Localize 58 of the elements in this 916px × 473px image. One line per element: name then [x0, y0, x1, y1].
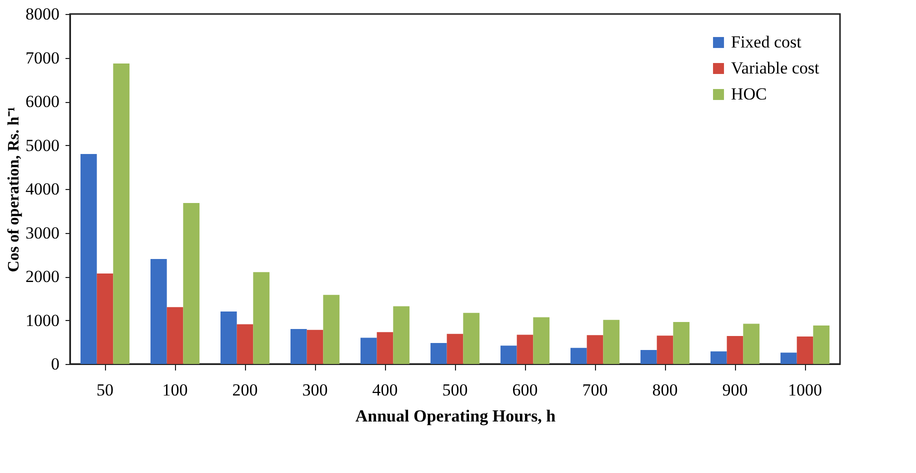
bar: [430, 343, 447, 364]
bar: [500, 346, 517, 364]
bar: [96, 273, 114, 364]
bar: [710, 351, 727, 364]
bar: [586, 335, 604, 364]
x-tick-label: 900: [722, 380, 748, 400]
bar: [726, 336, 744, 364]
legend-label: HOC: [731, 84, 767, 104]
bar: [393, 306, 410, 364]
x-tick-label: 500: [442, 380, 468, 400]
bar: [80, 154, 97, 364]
bar: [306, 330, 324, 364]
bar: [220, 312, 237, 364]
y-tick-label: 8000: [26, 4, 60, 24]
y-tick-label: 3000: [26, 223, 60, 242]
bar: [640, 350, 657, 364]
bar: [183, 203, 200, 364]
y-tick-label: 0: [51, 354, 60, 374]
x-tick-label: 200: [232, 380, 258, 400]
bar: [236, 324, 254, 364]
y-tick-label: 4000: [26, 180, 60, 198]
x-axis-title: Annual Operating Hours, h: [355, 406, 556, 426]
x-tick-label: 1000: [788, 380, 822, 400]
x-tick-label: 50: [96, 380, 114, 400]
bar: [813, 326, 830, 364]
bar: [150, 259, 167, 364]
bar: [290, 329, 307, 364]
bar: [113, 63, 130, 364]
x-tick-label: 300: [302, 380, 328, 400]
bar: [603, 320, 620, 364]
legend-label: Variable cost: [731, 58, 820, 78]
x-tick-label: 700: [582, 380, 608, 400]
y-tick-label: 6000: [26, 92, 60, 111]
y-tick-label: 2000: [26, 267, 60, 286]
bar: [446, 334, 464, 364]
y-tick-label: 1000: [26, 310, 60, 330]
y-tick-label: 7000: [26, 48, 60, 68]
bar: [533, 317, 550, 364]
x-tick-label: 800: [652, 380, 678, 400]
x-tick-label: 100: [162, 380, 188, 400]
y-tick-label: 5000: [26, 136, 60, 155]
bar: [743, 324, 760, 364]
bar: [463, 312, 480, 364]
bar: [516, 334, 534, 364]
bar: [796, 336, 814, 364]
legend-label: Fixed cost: [731, 32, 802, 52]
bar: [570, 348, 587, 364]
bar: [253, 272, 270, 364]
x-tick-label: 600: [512, 380, 538, 400]
y-axis-title: Cos of operation, Rs. h⁻¹: [6, 106, 22, 272]
bar: [166, 307, 184, 364]
bar: [376, 332, 394, 364]
bar: [656, 336, 674, 364]
bar: [780, 352, 797, 364]
bar: [673, 322, 690, 364]
bar: [323, 294, 340, 364]
x-tick-label: 400: [372, 380, 398, 400]
bar: [360, 338, 377, 364]
